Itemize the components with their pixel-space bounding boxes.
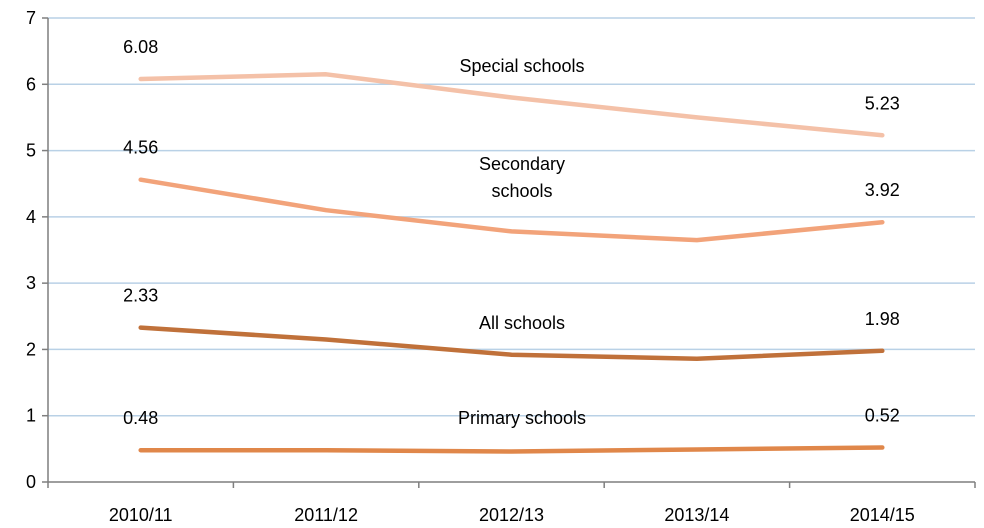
y-tick-label: 6: [26, 74, 36, 94]
series-label-secondary: Secondary schools: [479, 154, 565, 201]
data-label-secondary: 4.56: [123, 138, 158, 158]
x-tick-label: 2014/15: [850, 505, 915, 525]
data-label-all: 1.98: [865, 309, 900, 329]
series-line-secondary: [138, 177, 885, 243]
y-tick-label: 0: [26, 472, 36, 492]
y-tick-label: 2: [26, 339, 36, 359]
y-tick-label: 5: [26, 141, 36, 161]
data-label-primary: 0.52: [865, 406, 900, 426]
data-label-secondary: 3.92: [865, 180, 900, 200]
series-label-primary: Primary schools: [458, 408, 586, 428]
y-tick-label: 1: [26, 406, 36, 426]
data-label-special: 6.08: [123, 37, 158, 57]
gridlines: [48, 17, 975, 417]
series-line-all: [138, 325, 885, 361]
series-label-special: Special schools: [459, 56, 584, 76]
data-labels: 6.08 5.23 4.56 3.92 2.33 1.98 0.48 0.52 Special …: [123, 37, 900, 428]
data-label-primary: 0.48: [123, 408, 158, 428]
data-label-all: 2.33: [123, 286, 158, 306]
x-tick-label: 2012/13: [479, 505, 544, 525]
x-tick-label: 2013/14: [664, 505, 729, 525]
series-line-primary: [138, 445, 885, 454]
y-tick-label: 3: [26, 273, 36, 293]
series-line-special: [138, 72, 885, 138]
y-tick-label: 4: [26, 207, 36, 227]
data-label-special: 5.23: [865, 93, 900, 113]
x-tick-label: 2010/11: [109, 505, 173, 525]
series-label-all: All schools: [479, 313, 565, 333]
x-tick-label: 2011/12: [294, 505, 358, 525]
y-tick-label: 7: [26, 8, 36, 28]
series-lines: [138, 72, 885, 454]
axes: 0 1 2 3 4 5 6 7 2010/11 2011/12 2012/13 2013/14 2014…: [26, 8, 976, 525]
